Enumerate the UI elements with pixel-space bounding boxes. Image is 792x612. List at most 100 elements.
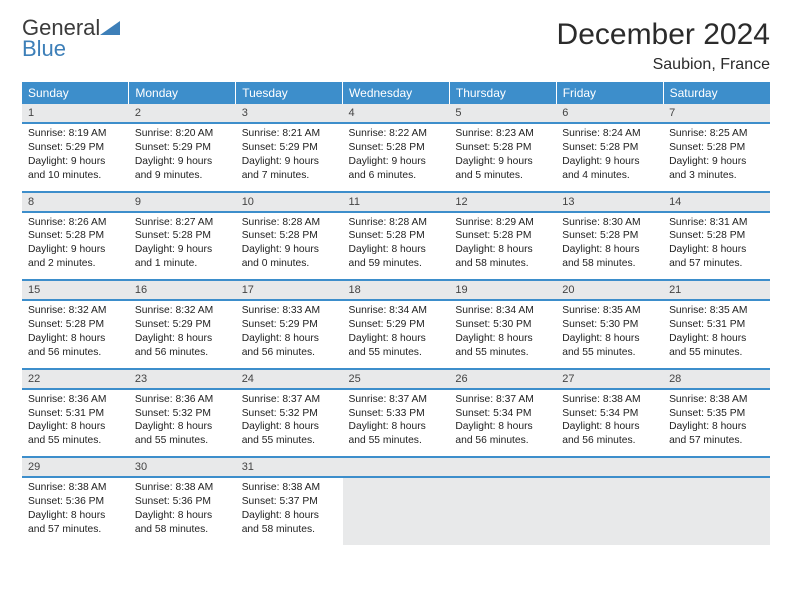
daylight-line: Daylight: 8 hours and 55 minutes. bbox=[242, 420, 337, 448]
logo: General Blue bbox=[22, 18, 120, 60]
day-number-cell: 13 bbox=[556, 192, 663, 212]
day-number-cell bbox=[556, 457, 663, 477]
daylight-line: Daylight: 8 hours and 55 minutes. bbox=[349, 332, 444, 360]
sunrise-line: Sunrise: 8:33 AM bbox=[242, 304, 337, 318]
sunrise-line: Sunrise: 8:25 AM bbox=[669, 127, 764, 141]
logo-text: General Blue bbox=[22, 18, 120, 60]
daylight-line: Daylight: 9 hours and 5 minutes. bbox=[455, 155, 550, 183]
weekday-header: Monday bbox=[129, 82, 236, 104]
sunrise-line: Sunrise: 8:35 AM bbox=[562, 304, 657, 318]
sunrise-line: Sunrise: 8:38 AM bbox=[242, 481, 337, 495]
sunrise-line: Sunrise: 8:34 AM bbox=[455, 304, 550, 318]
sunset-line: Sunset: 5:29 PM bbox=[28, 141, 123, 155]
sunset-line: Sunset: 5:29 PM bbox=[242, 318, 337, 332]
daylight-line: Daylight: 9 hours and 9 minutes. bbox=[135, 155, 230, 183]
sunrise-line: Sunrise: 8:36 AM bbox=[135, 393, 230, 407]
sunrise-line: Sunrise: 8:34 AM bbox=[349, 304, 444, 318]
sunset-line: Sunset: 5:34 PM bbox=[455, 407, 550, 421]
daylight-line: Daylight: 9 hours and 10 minutes. bbox=[28, 155, 123, 183]
sunset-line: Sunset: 5:29 PM bbox=[349, 318, 444, 332]
day-body-cell bbox=[449, 477, 556, 545]
day-body-cell: Sunrise: 8:36 AMSunset: 5:32 PMDaylight:… bbox=[129, 389, 236, 458]
day-number-row: 15161718192021 bbox=[22, 280, 770, 300]
day-body-cell: Sunrise: 8:24 AMSunset: 5:28 PMDaylight:… bbox=[556, 123, 663, 192]
day-number-cell: 21 bbox=[663, 280, 770, 300]
day-body-cell: Sunrise: 8:37 AMSunset: 5:33 PMDaylight:… bbox=[343, 389, 450, 458]
daylight-line: Daylight: 8 hours and 58 minutes. bbox=[135, 509, 230, 537]
daylight-line: Daylight: 9 hours and 4 minutes. bbox=[562, 155, 657, 183]
sunset-line: Sunset: 5:28 PM bbox=[349, 141, 444, 155]
day-number-row: 22232425262728 bbox=[22, 369, 770, 389]
day-number-cell: 26 bbox=[449, 369, 556, 389]
daylight-line: Daylight: 9 hours and 1 minute. bbox=[135, 243, 230, 271]
sunrise-line: Sunrise: 8:37 AM bbox=[349, 393, 444, 407]
weekday-header: Thursday bbox=[449, 82, 556, 104]
day-body-row: Sunrise: 8:36 AMSunset: 5:31 PMDaylight:… bbox=[22, 389, 770, 458]
logo-word2: Blue bbox=[22, 36, 66, 61]
day-body-cell: Sunrise: 8:37 AMSunset: 5:34 PMDaylight:… bbox=[449, 389, 556, 458]
day-number-cell: 7 bbox=[663, 104, 770, 123]
sunset-line: Sunset: 5:31 PM bbox=[669, 318, 764, 332]
day-number-cell: 4 bbox=[343, 104, 450, 123]
daylight-line: Daylight: 8 hours and 55 minutes. bbox=[562, 332, 657, 360]
day-number-cell: 18 bbox=[343, 280, 450, 300]
daylight-line: Daylight: 8 hours and 56 minutes. bbox=[242, 332, 337, 360]
sunset-line: Sunset: 5:34 PM bbox=[562, 407, 657, 421]
calendar-thead: Sunday Monday Tuesday Wednesday Thursday… bbox=[22, 82, 770, 104]
day-number-cell: 19 bbox=[449, 280, 556, 300]
day-body-cell: Sunrise: 8:27 AMSunset: 5:28 PMDaylight:… bbox=[129, 212, 236, 281]
day-body-cell: Sunrise: 8:29 AMSunset: 5:28 PMDaylight:… bbox=[449, 212, 556, 281]
daylight-line: Daylight: 8 hours and 55 minutes. bbox=[28, 420, 123, 448]
sunrise-line: Sunrise: 8:24 AM bbox=[562, 127, 657, 141]
daylight-line: Daylight: 8 hours and 55 minutes. bbox=[455, 332, 550, 360]
sunset-line: Sunset: 5:32 PM bbox=[242, 407, 337, 421]
sunset-line: Sunset: 5:29 PM bbox=[135, 141, 230, 155]
sunset-line: Sunset: 5:28 PM bbox=[562, 229, 657, 243]
sunset-line: Sunset: 5:28 PM bbox=[135, 229, 230, 243]
day-number-cell: 6 bbox=[556, 104, 663, 123]
daylight-line: Daylight: 8 hours and 57 minutes. bbox=[669, 420, 764, 448]
day-number-cell: 29 bbox=[22, 457, 129, 477]
daylight-line: Daylight: 8 hours and 55 minutes. bbox=[135, 420, 230, 448]
daylight-line: Daylight: 8 hours and 56 minutes. bbox=[135, 332, 230, 360]
daylight-line: Daylight: 8 hours and 56 minutes. bbox=[455, 420, 550, 448]
day-body-cell: Sunrise: 8:32 AMSunset: 5:29 PMDaylight:… bbox=[129, 300, 236, 369]
day-number-cell: 10 bbox=[236, 192, 343, 212]
daylight-line: Daylight: 8 hours and 58 minutes. bbox=[242, 509, 337, 537]
day-body-cell: Sunrise: 8:21 AMSunset: 5:29 PMDaylight:… bbox=[236, 123, 343, 192]
daylight-line: Daylight: 8 hours and 57 minutes. bbox=[28, 509, 123, 537]
sunrise-line: Sunrise: 8:21 AM bbox=[242, 127, 337, 141]
daylight-line: Daylight: 8 hours and 59 minutes. bbox=[349, 243, 444, 271]
day-number-cell: 22 bbox=[22, 369, 129, 389]
daylight-line: Daylight: 9 hours and 3 minutes. bbox=[669, 155, 764, 183]
day-number-cell bbox=[343, 457, 450, 477]
sunset-line: Sunset: 5:28 PM bbox=[28, 318, 123, 332]
sunrise-line: Sunrise: 8:38 AM bbox=[135, 481, 230, 495]
sunrise-line: Sunrise: 8:23 AM bbox=[455, 127, 550, 141]
daylight-line: Daylight: 8 hours and 56 minutes. bbox=[28, 332, 123, 360]
day-body-cell: Sunrise: 8:23 AMSunset: 5:28 PMDaylight:… bbox=[449, 123, 556, 192]
sunset-line: Sunset: 5:31 PM bbox=[28, 407, 123, 421]
weekday-header: Friday bbox=[556, 82, 663, 104]
day-body-cell: Sunrise: 8:25 AMSunset: 5:28 PMDaylight:… bbox=[663, 123, 770, 192]
day-number-cell bbox=[449, 457, 556, 477]
daylight-line: Daylight: 8 hours and 57 minutes. bbox=[669, 243, 764, 271]
sunset-line: Sunset: 5:36 PM bbox=[135, 495, 230, 509]
sunrise-line: Sunrise: 8:27 AM bbox=[135, 216, 230, 230]
sunset-line: Sunset: 5:30 PM bbox=[562, 318, 657, 332]
sunset-line: Sunset: 5:28 PM bbox=[562, 141, 657, 155]
sunset-line: Sunset: 5:37 PM bbox=[242, 495, 337, 509]
day-body-cell: Sunrise: 8:22 AMSunset: 5:28 PMDaylight:… bbox=[343, 123, 450, 192]
day-body-cell: Sunrise: 8:32 AMSunset: 5:28 PMDaylight:… bbox=[22, 300, 129, 369]
sunrise-line: Sunrise: 8:30 AM bbox=[562, 216, 657, 230]
day-body-cell: Sunrise: 8:37 AMSunset: 5:32 PMDaylight:… bbox=[236, 389, 343, 458]
sunset-line: Sunset: 5:33 PM bbox=[349, 407, 444, 421]
day-number-cell: 9 bbox=[129, 192, 236, 212]
header: General Blue December 2024 Saubion, Fran… bbox=[22, 18, 770, 74]
weekday-header: Tuesday bbox=[236, 82, 343, 104]
weekday-header: Sunday bbox=[22, 82, 129, 104]
sunset-line: Sunset: 5:28 PM bbox=[349, 229, 444, 243]
day-body-cell: Sunrise: 8:38 AMSunset: 5:36 PMDaylight:… bbox=[22, 477, 129, 545]
day-number-cell: 16 bbox=[129, 280, 236, 300]
location: Saubion, France bbox=[557, 56, 770, 74]
